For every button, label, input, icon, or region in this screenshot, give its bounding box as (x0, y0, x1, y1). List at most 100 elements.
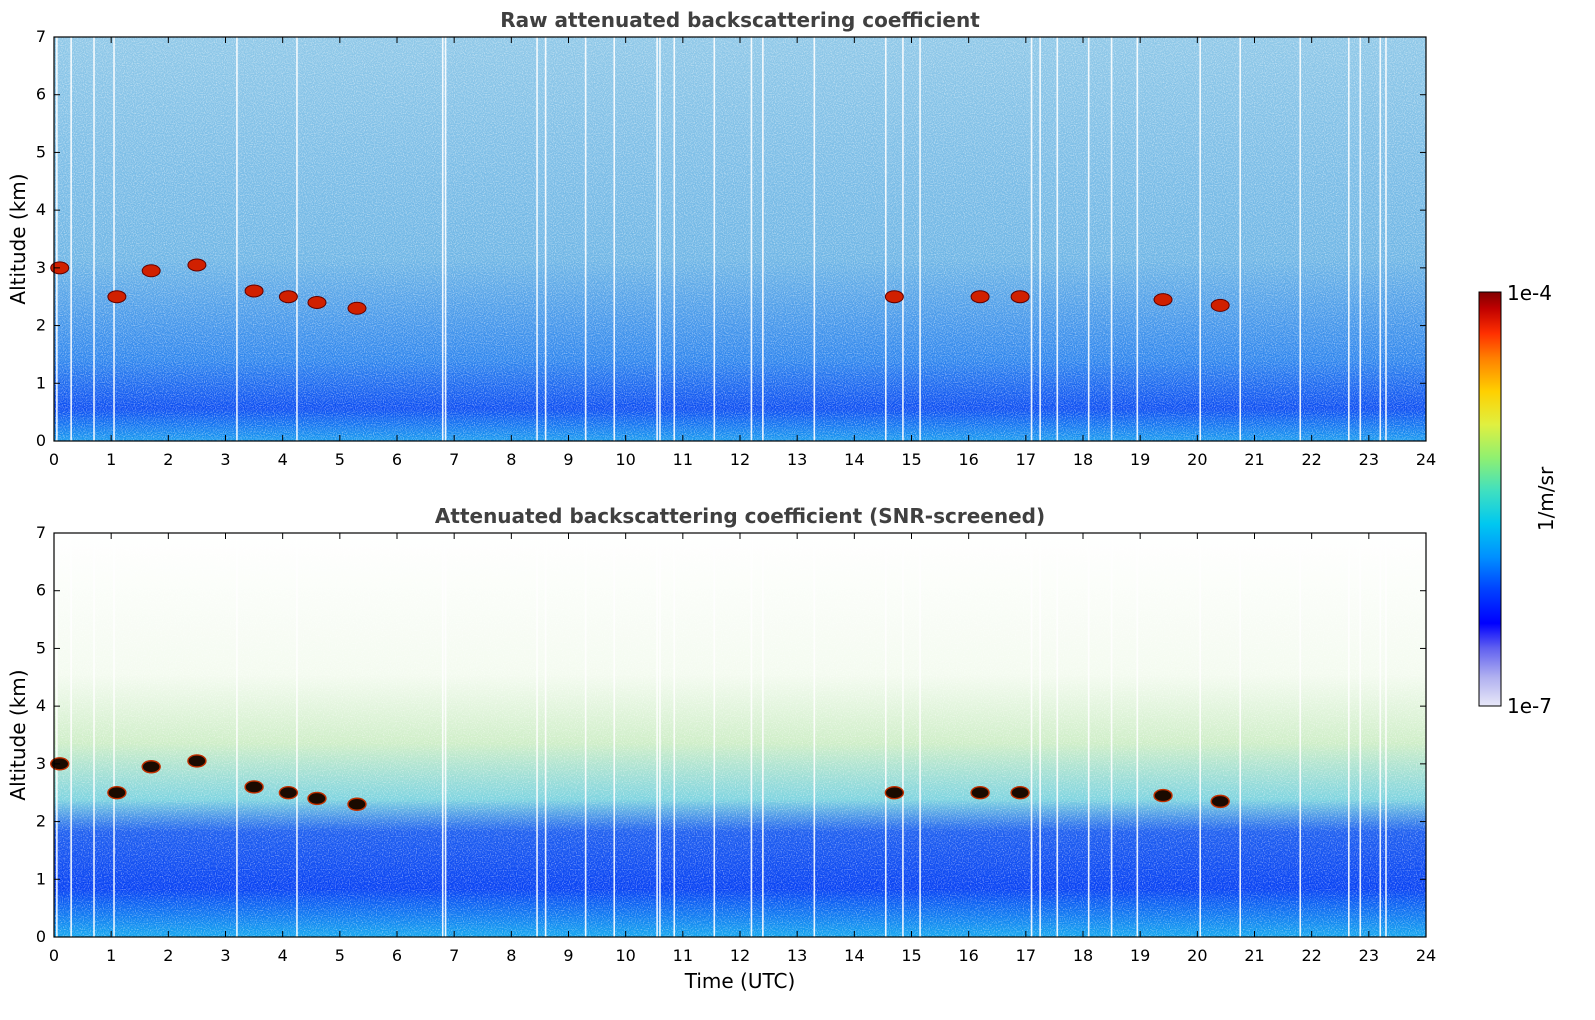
raw-backscatter-panel: Raw attenuated backscattering coefficien… (6, 8, 1436, 469)
cloud-mark (141, 264, 161, 278)
x-tick-label: 9 (563, 946, 573, 965)
colorbar: 1e-4 1e-7 1/m/sr (1478, 281, 1558, 718)
y-tick-label: 2 (36, 812, 46, 831)
x-tick-label: 8 (506, 450, 516, 469)
cloud-mark (244, 780, 264, 794)
cloud-mark (1010, 290, 1030, 304)
cloud-mark (1153, 788, 1173, 803)
raw-y-axis-label: Altitude (km) (6, 173, 30, 304)
y-tick-label: 3 (36, 258, 46, 277)
cloud-mark (244, 284, 264, 298)
x-tick-label: 4 (278, 946, 288, 965)
cloud-mark (1210, 298, 1230, 312)
x-tick-label: 4 (278, 450, 288, 469)
x-tick-label: 2 (163, 946, 173, 965)
x-tick-label: 9 (563, 450, 573, 469)
x-tick-label: 5 (335, 946, 345, 965)
x-tick-label: 3 (220, 450, 230, 469)
raw-heatmap-noise (54, 37, 1426, 441)
x-tick-label: 14 (844, 946, 864, 965)
raw-heatmap (50, 37, 1426, 441)
y-tick-label: 3 (36, 754, 46, 773)
cloud-mark (307, 295, 327, 309)
y-tick-label: 6 (36, 85, 46, 104)
x-tick-label: 20 (1187, 946, 1207, 965)
y-tick-label: 0 (36, 431, 46, 450)
colorbar-unit-label: 1/m/sr (1534, 466, 1558, 531)
x-tick-label: 3 (220, 946, 230, 965)
cloud-mark (307, 791, 327, 806)
x-tick-label: 1 (106, 450, 116, 469)
y-tick-label: 5 (36, 142, 46, 161)
cloud-mark (1153, 293, 1173, 307)
cloud-mark (347, 797, 367, 811)
x-tick-label: 8 (506, 946, 516, 965)
x-tick-label: 17 (1016, 450, 1036, 469)
x-tick-label: 23 (1359, 946, 1379, 965)
snr-panel-title: Attenuated backscattering coefficient (S… (435, 504, 1045, 528)
colorbar-min-label: 1e-7 (1507, 694, 1552, 718)
x-tick-label: 24 (1416, 450, 1436, 469)
x-tick-label: 7 (449, 946, 459, 965)
x-tick-label: 12 (730, 946, 750, 965)
x-tick-label: 20 (1187, 450, 1207, 469)
x-tick-label: 0 (49, 450, 59, 469)
y-tick-label: 7 (36, 523, 46, 542)
x-tick-label: 1 (106, 946, 116, 965)
y-tick-label: 6 (36, 581, 46, 600)
cloud-mark (141, 760, 161, 774)
cloud-mark (107, 786, 127, 800)
x-tick-label: 2 (163, 450, 173, 469)
x-axis-label: Time (UTC) (684, 969, 796, 993)
cloud-mark (884, 290, 904, 304)
x-tick-label: 19 (1130, 450, 1150, 469)
cloud-mark (1010, 786, 1030, 800)
y-tick-label: 4 (36, 696, 46, 715)
x-tick-label: 21 (1244, 946, 1264, 965)
y-tick-label: 5 (36, 638, 46, 657)
colorbar-max-label: 1e-4 (1507, 281, 1552, 305)
snr-y-axis: 0 1 2 3 4 5 6 7 (36, 523, 1426, 946)
x-tick-label: 18 (1073, 450, 1093, 469)
x-tick-label: 10 (615, 946, 635, 965)
x-tick-label: 15 (901, 946, 921, 965)
x-tick-label: 23 (1359, 450, 1379, 469)
x-tick-label: 13 (787, 450, 807, 469)
cloud-mark (187, 258, 207, 272)
y-tick-label: 0 (36, 927, 46, 946)
x-tick-label: 19 (1130, 946, 1150, 965)
x-tick-label: 12 (730, 450, 750, 469)
colorbar-scale (1478, 291, 1502, 707)
raw-x-axis: 0 1 2 3 4 5 6 7 8 9 10 11 12 13 14 15 16 17 18 19 20 21 22 23 24 (49, 37, 1436, 469)
cloud-mark (970, 786, 990, 800)
snr-heatmap-noise (54, 533, 1426, 937)
snr-heatmap (50, 533, 1426, 937)
x-tick-label: 13 (787, 946, 807, 965)
x-tick-label: 7 (449, 450, 459, 469)
x-tick-label: 5 (335, 450, 345, 469)
x-tick-label: 21 (1244, 450, 1264, 469)
x-tick-label: 11 (673, 450, 693, 469)
x-tick-label: 22 (1301, 946, 1321, 965)
cloud-mark (278, 786, 299, 800)
y-tick-label: 7 (36, 27, 46, 46)
x-tick-label: 11 (673, 946, 693, 965)
x-tick-label: 6 (392, 946, 402, 965)
cloud-mark (347, 301, 367, 315)
x-tick-label: 17 (1016, 946, 1036, 965)
x-tick-label: 14 (844, 450, 864, 469)
y-tick-label: 4 (36, 200, 46, 219)
cloud-mark (970, 290, 990, 304)
raw-y-axis: 0 1 2 3 4 5 6 7 (36, 27, 1426, 450)
cloud-mark (107, 290, 127, 304)
x-tick-label: 6 (392, 450, 402, 469)
snr-y-axis-label: Altitude (km) (6, 669, 30, 800)
raw-panel-title: Raw attenuated backscattering coefficien… (500, 8, 980, 32)
cloud-mark (1210, 794, 1230, 809)
y-tick-label: 2 (36, 316, 46, 335)
x-tick-label: 16 (958, 946, 978, 965)
x-tick-label: 22 (1301, 450, 1321, 469)
cloud-mark (278, 290, 298, 304)
snr-x-axis: 0 1 2 3 4 5 6 7 8 9 10 11 12 13 14 15 16 17 18 19 20 21 22 23 24 (49, 533, 1436, 965)
